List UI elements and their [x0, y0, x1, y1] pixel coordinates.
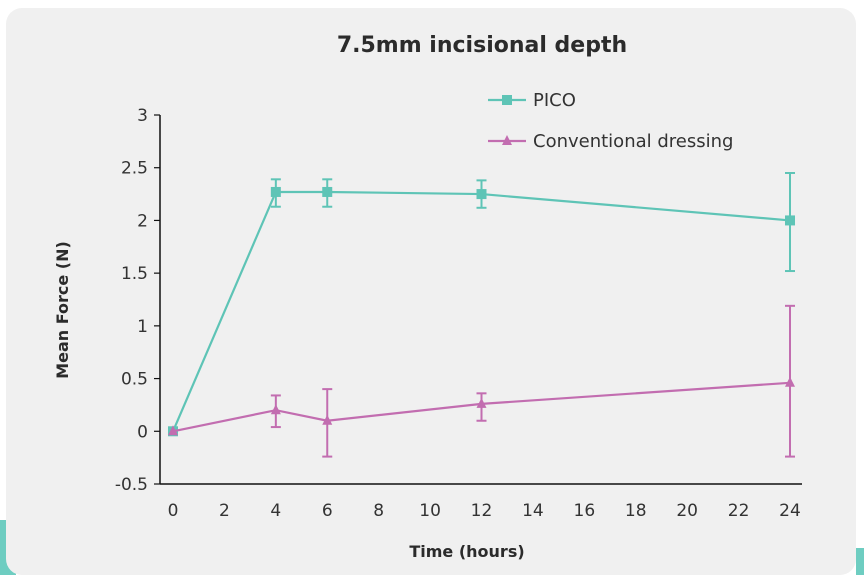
y-tick-label: 0.5: [121, 370, 148, 390]
x-tick-label: 12: [471, 501, 493, 521]
x-tick-label: 10: [419, 501, 441, 521]
chart-title: 7.5mm incisional depth: [337, 33, 627, 58]
series-conventional-dressing: [168, 304, 795, 458]
x-tick-label: 8: [373, 501, 384, 521]
data-point-triangle: [322, 414, 333, 425]
chart-card: [6, 8, 856, 575]
x-tick-label: 16: [574, 501, 596, 521]
data-point-square: [270, 186, 281, 197]
legend-marker-triangle: [502, 135, 512, 145]
data-point-square: [785, 215, 795, 226]
y-tick-label: 3: [137, 106, 148, 126]
x-tick-label: 0: [168, 501, 179, 521]
data-point-triangle: [476, 397, 487, 408]
x-tick-label: 6: [322, 501, 333, 521]
data-point-triangle: [168, 425, 178, 436]
legend-label: Conventional dressing: [533, 131, 733, 152]
y-tick-label: 2.5: [121, 159, 148, 179]
x-tick-label: 22: [728, 501, 750, 521]
legend-label: PICO: [533, 90, 576, 111]
x-tick-label: 18: [625, 501, 647, 521]
y-tick-label: 0: [137, 422, 148, 442]
x-tick-label: 24: [779, 501, 801, 521]
x-tick-label: 4: [270, 501, 281, 521]
y-tick-label: 1.5: [121, 264, 148, 284]
y-axis-label: Mean Force (N): [53, 241, 72, 379]
legend-marker-square: [502, 95, 512, 105]
x-tick-label: 14: [522, 501, 544, 521]
x-tick-label: 2: [219, 501, 230, 521]
accent-bar-right: [856, 548, 864, 575]
data-point-triangle: [785, 376, 795, 387]
data-point-square: [476, 189, 487, 200]
x-tick-label: 20: [676, 501, 698, 521]
series-pico: [168, 171, 795, 437]
y-tick-label: 1: [137, 317, 148, 337]
data-point-triangle: [270, 404, 281, 415]
x-axis-label: Time (hours): [409, 542, 524, 561]
y-tick-label: 2: [137, 211, 148, 231]
data-point-square: [322, 186, 333, 197]
y-tick-label: -0.5: [115, 475, 148, 495]
